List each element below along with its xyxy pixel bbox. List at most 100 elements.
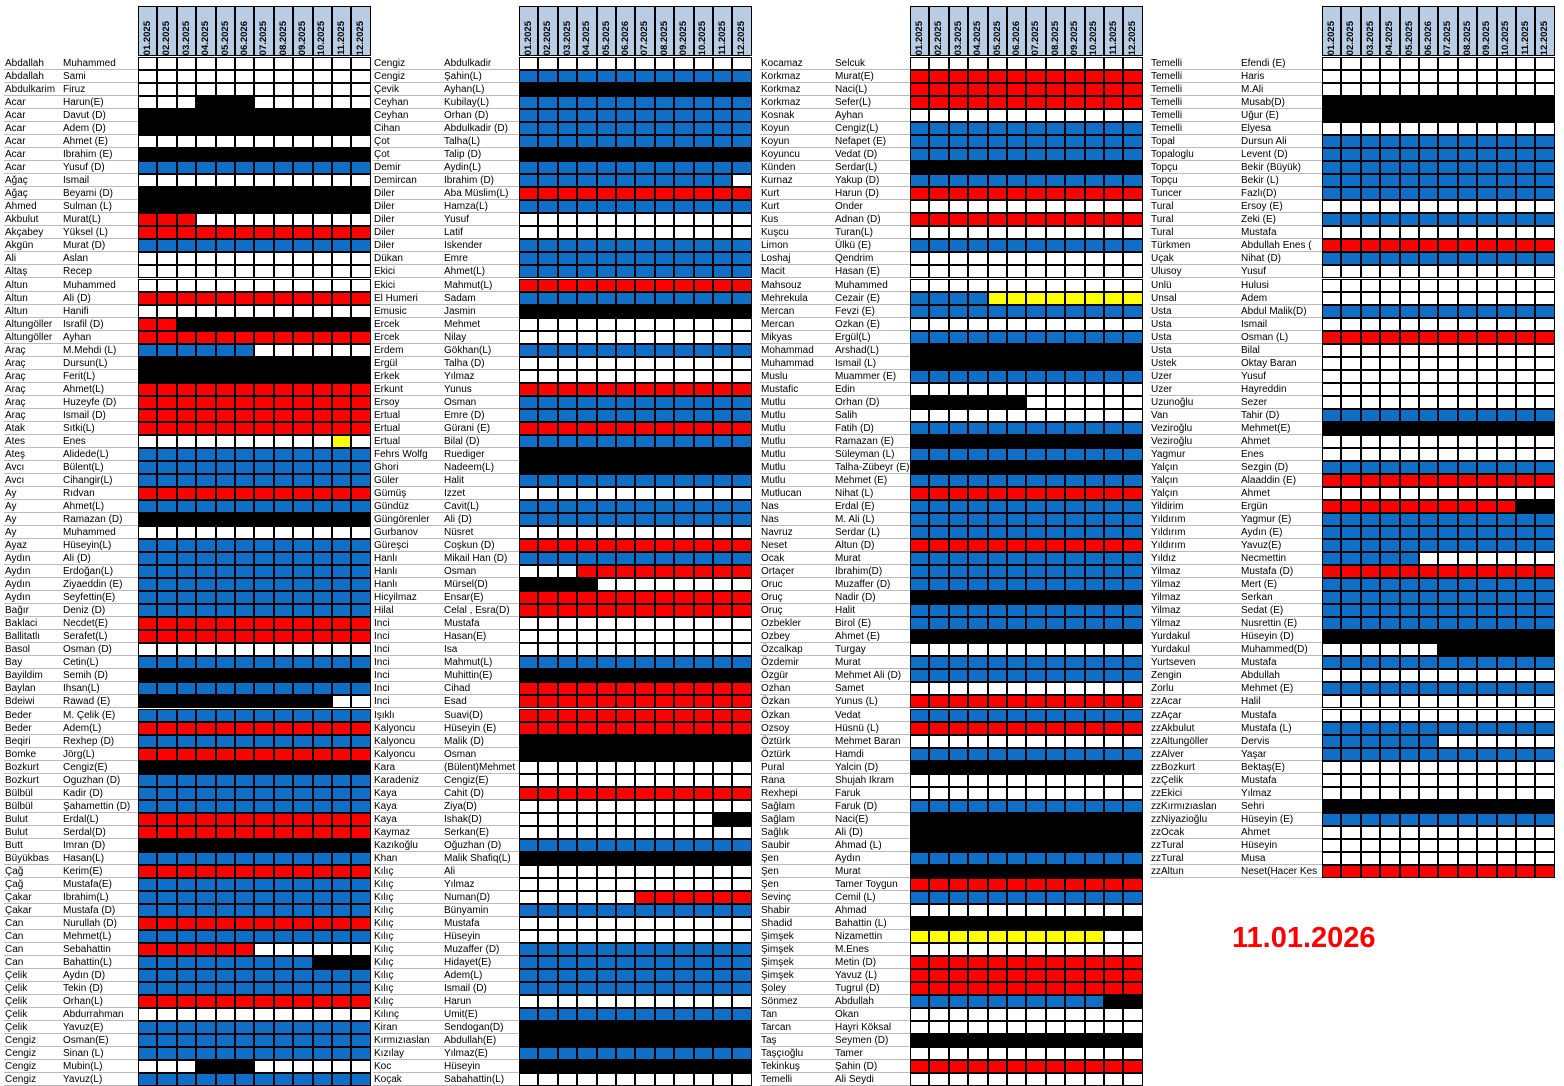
status-cell <box>1065 552 1085 566</box>
firstname-cell: Ahmet (E) <box>62 135 138 149</box>
status-cell <box>1399 265 1419 279</box>
table-row: Yagmur Enes <box>1150 447 1555 461</box>
status-cell <box>1380 265 1400 279</box>
firstname-cell: Faruk (D) <box>834 800 910 813</box>
status-cell <box>1515 343 1536 357</box>
status-cell <box>987 760 1007 774</box>
month-cells <box>138 760 371 774</box>
status-cell <box>331 421 352 435</box>
firstname-cell: Yakup (D) <box>834 174 910 188</box>
status-cell <box>1457 226 1478 240</box>
month-cells <box>519 278 752 292</box>
status-cell <box>519 786 539 800</box>
status-cell <box>1399 864 1419 878</box>
month-cells <box>519 669 752 683</box>
status-cell <box>1045 591 1066 605</box>
status-cell <box>538 187 558 201</box>
status-cell <box>635 278 655 292</box>
status-cell <box>1341 565 1361 579</box>
status-cell <box>1457 539 1478 553</box>
status-cell <box>273 1008 294 1022</box>
table-row: Ekici Mahmut(L) <box>373 278 752 292</box>
status-cell <box>138 1047 158 1061</box>
table-row: Usta Bilal <box>1150 343 1555 357</box>
status-cell <box>674 200 694 214</box>
status-cell <box>732 890 752 904</box>
status-cell <box>1380 213 1400 227</box>
table-row: Araç M.Mehdi (L) <box>4 343 371 357</box>
status-cell <box>1045 291 1066 305</box>
status-cell <box>615 943 636 957</box>
month-cells <box>910 1060 1143 1074</box>
status-cell <box>557 460 578 474</box>
status-cell <box>254 982 274 996</box>
status-cell <box>538 83 558 97</box>
status-cell <box>1496 395 1516 409</box>
status-cell <box>557 135 578 149</box>
status-cell <box>519 708 539 722</box>
status-cell <box>596 851 616 865</box>
status-cell <box>910 239 930 253</box>
status-cell <box>1103 486 1124 500</box>
status-cell <box>1322 356 1342 370</box>
status-cell <box>987 395 1007 409</box>
status-cell <box>557 421 578 435</box>
status-cell <box>273 174 294 188</box>
status-cell <box>273 630 294 644</box>
status-cell <box>273 969 294 983</box>
firstname-cell: Imran (D) <box>62 839 138 852</box>
status-cell <box>1515 565 1536 579</box>
month-cells <box>1322 486 1555 500</box>
firstname-cell: Harun(E) <box>62 96 138 110</box>
surname-cell: Basol <box>4 643 62 657</box>
status-cell <box>1418 656 1439 670</box>
month-label: 09.2025 <box>1069 20 1081 55</box>
status-cell <box>254 343 274 357</box>
status-cell <box>519 1034 539 1048</box>
status-cell <box>538 343 558 357</box>
status-cell <box>331 83 352 97</box>
status-cell <box>1341 395 1361 409</box>
status-cell <box>1418 174 1439 188</box>
firstname-cell: Huzeyfe (D) <box>62 396 138 409</box>
table-row: Koyun Cengiz(L) <box>760 122 1143 136</box>
status-cell <box>654 903 675 917</box>
status-cell <box>1418 239 1439 253</box>
surname-cell: Topaloglu <box>1150 148 1240 162</box>
status-cell <box>615 278 636 292</box>
status-cell <box>312 304 332 318</box>
status-cell <box>577 421 597 435</box>
status-cell <box>1457 122 1478 136</box>
firstname-cell: Enes <box>1240 448 1322 461</box>
status-cell <box>577 408 597 422</box>
firstname-cell: Ergül(L) <box>834 331 910 344</box>
firstname-cell: Onder <box>834 200 910 214</box>
status-cell <box>929 252 949 266</box>
status-cell <box>557 643 578 657</box>
status-cell <box>1084 995 1104 1009</box>
status-cell <box>1123 174 1143 188</box>
month-cells <box>138 643 371 657</box>
status-cell <box>712 187 733 201</box>
table-row: Mahsouz Muhammed <box>760 278 1143 292</box>
status-cell <box>615 982 636 996</box>
status-cell <box>254 995 274 1009</box>
status-cell <box>968 969 988 983</box>
status-cell <box>215 552 235 566</box>
status-cell <box>1380 447 1400 461</box>
surname-cell: Acar <box>4 96 62 110</box>
status-cell <box>596 930 616 943</box>
status-cell <box>596 552 616 566</box>
status-cell <box>1341 643 1361 657</box>
table-row: Özdemir Murat <box>760 656 1143 670</box>
status-cell <box>596 408 616 422</box>
status-cell <box>674 161 694 175</box>
status-cell <box>693 1008 713 1022</box>
status-cell <box>596 982 616 996</box>
status-cell <box>312 747 332 761</box>
firstname-cell: Muammer (E) <box>834 370 910 383</box>
status-cell <box>732 982 752 996</box>
status-cell <box>1399 252 1419 266</box>
status-cell <box>1123 421 1143 435</box>
status-cell <box>1341 786 1361 800</box>
